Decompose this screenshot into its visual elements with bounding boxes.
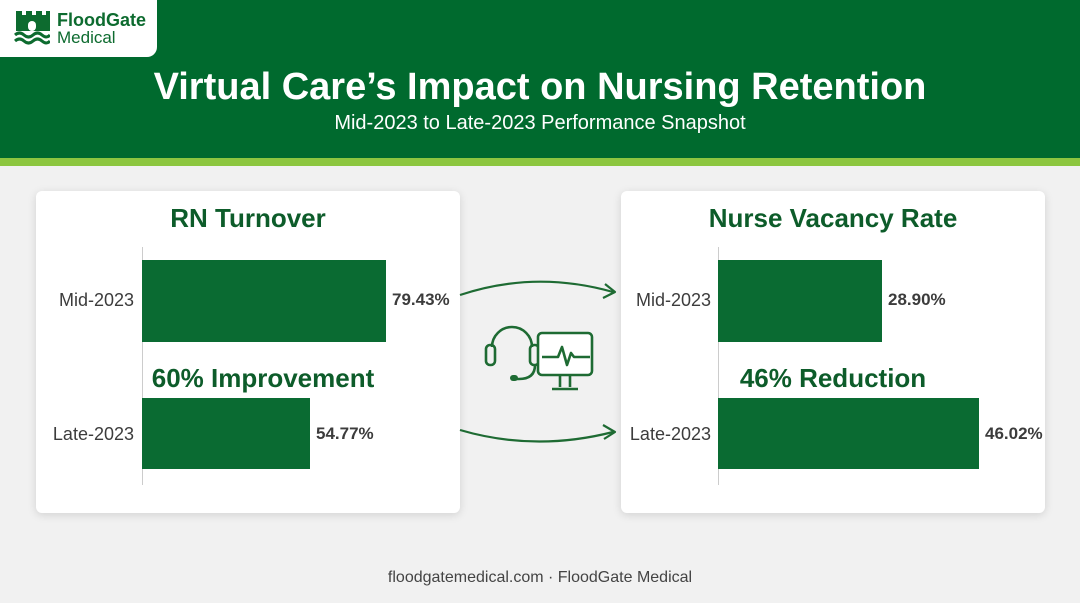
footer-credit: floodgatemedical.com · FloodGate Medical: [387, 569, 693, 586]
arrow-right-icon: [459, 280, 617, 443]
bar: [718, 260, 882, 342]
category-label: Mid-2023: [58, 290, 134, 310]
rn-turnover-card: RN Turnover Mid-2023 Late-2023 79.43% 54…: [36, 191, 460, 513]
bar: [718, 398, 979, 469]
castle-logo-icon: [14, 11, 50, 45]
category-label: Late-2023: [629, 424, 711, 444]
data-label: 54.77%: [316, 424, 374, 443]
data-label: 79.43%: [392, 290, 450, 309]
chart-axis: [142, 247, 143, 485]
category-label: Late-2023: [52, 424, 134, 444]
bar: [142, 260, 386, 342]
header-accent-stripe: [0, 158, 1080, 166]
bar: [142, 398, 310, 469]
nurse-vacancy-card: Nurse Vacancy Rate Mid-2023 Late-2023 28…: [621, 191, 1045, 513]
reduction-annotation: 46% Reduction: [739, 363, 927, 393]
data-label: 28.90%: [888, 290, 946, 309]
brand-subname: Medical: [57, 28, 116, 47]
improvement-annotation: 60% Improvement: [151, 363, 375, 393]
brand-logo[interactable]: FloodGate Medical: [0, 0, 157, 57]
page-subtitle: Mid-2023 to Late-2023 Performance Snapsh…: [334, 112, 746, 134]
page-title: Virtual Care’s Impact on Nursing Retenti…: [153, 66, 927, 108]
chart-title: RN Turnover: [170, 203, 326, 233]
category-label: Mid-2023: [635, 290, 711, 310]
brand-name: FloodGate: [57, 10, 146, 30]
chart-axis: [718, 247, 719, 485]
data-label: 46.02%: [985, 424, 1043, 443]
chart-title: Nurse Vacancy Rate: [708, 203, 958, 233]
header-banner: [0, 0, 1080, 158]
headset-monitor-icon: [484, 325, 594, 391]
